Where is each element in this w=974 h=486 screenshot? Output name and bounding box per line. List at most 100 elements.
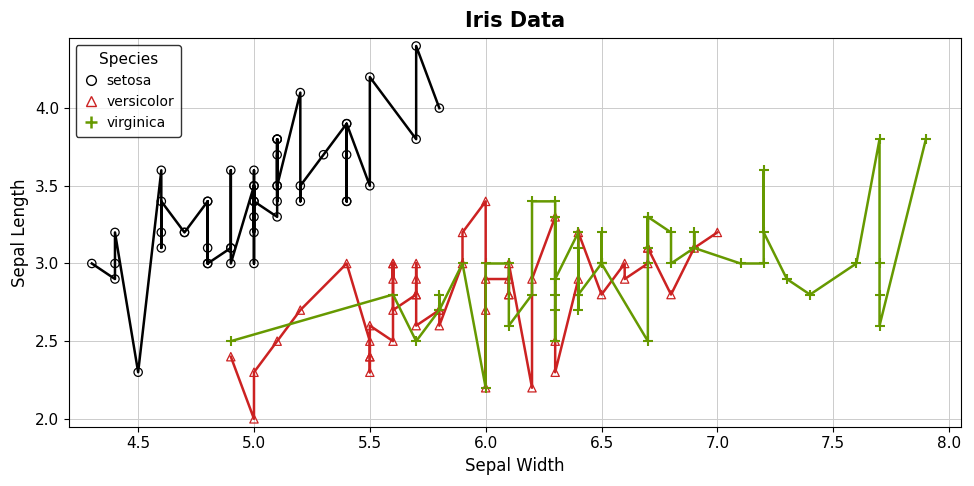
Point — [362, 73, 378, 81]
Point — [223, 260, 239, 267]
Point — [292, 182, 308, 190]
Point — [246, 197, 262, 205]
Point — [362, 337, 378, 345]
Point — [223, 244, 239, 252]
Point — [501, 275, 516, 283]
Point — [339, 260, 355, 267]
Point — [200, 260, 215, 267]
Point — [154, 166, 169, 174]
Point — [663, 260, 679, 267]
Point — [385, 337, 400, 345]
Point — [270, 182, 285, 190]
Point — [339, 120, 355, 127]
Point — [594, 228, 610, 236]
Point — [316, 151, 331, 158]
Point — [107, 228, 123, 236]
Point — [270, 135, 285, 143]
Point — [246, 166, 262, 174]
Point — [270, 151, 285, 158]
Point — [663, 228, 679, 236]
Point — [292, 197, 308, 205]
Point — [408, 291, 424, 298]
Point — [524, 291, 540, 298]
Point — [547, 213, 563, 221]
Point — [571, 228, 586, 236]
Point — [223, 244, 239, 252]
Point — [408, 322, 424, 330]
Point — [640, 244, 656, 252]
Point — [107, 260, 123, 267]
Point — [594, 291, 610, 298]
Point — [478, 384, 494, 392]
Point — [339, 197, 355, 205]
Point — [872, 135, 887, 143]
Point — [246, 368, 262, 376]
Point — [640, 213, 656, 221]
Point — [687, 244, 702, 252]
Point — [524, 275, 540, 283]
Point — [455, 260, 470, 267]
Point — [501, 260, 516, 267]
Point — [339, 120, 355, 127]
Point — [176, 228, 192, 236]
Point — [431, 291, 447, 298]
Point — [408, 260, 424, 267]
Point — [385, 275, 400, 283]
Point — [571, 228, 586, 236]
Point — [571, 291, 586, 298]
Point — [547, 197, 563, 205]
Point — [918, 135, 934, 143]
Point — [223, 353, 239, 361]
Point — [292, 89, 308, 97]
Point — [872, 322, 887, 330]
Point — [385, 260, 400, 267]
Point — [547, 213, 563, 221]
Point — [455, 228, 470, 236]
Legend: setosa, versicolor, virginica: setosa, versicolor, virginica — [76, 45, 181, 137]
Point — [84, 260, 99, 267]
Point — [246, 213, 262, 221]
Point — [270, 337, 285, 345]
Point — [571, 306, 586, 314]
Point — [779, 275, 795, 283]
Point — [710, 228, 726, 236]
Point — [408, 275, 424, 283]
Point — [246, 260, 262, 267]
Point — [501, 291, 516, 298]
Point — [200, 260, 215, 267]
Point — [246, 415, 262, 423]
Point — [408, 337, 424, 345]
Point — [200, 197, 215, 205]
Point — [385, 291, 400, 298]
Point — [455, 260, 470, 267]
Point — [270, 197, 285, 205]
Point — [547, 337, 563, 345]
Point — [246, 182, 262, 190]
Point — [246, 182, 262, 190]
Point — [640, 337, 656, 345]
Title: Iris Data: Iris Data — [465, 11, 565, 31]
Point — [524, 384, 540, 392]
Point — [408, 42, 424, 50]
Point — [687, 244, 702, 252]
Point — [270, 182, 285, 190]
Point — [571, 244, 586, 252]
Point — [362, 368, 378, 376]
Point — [617, 275, 632, 283]
Point — [571, 291, 586, 298]
Point — [501, 322, 516, 330]
Point — [339, 151, 355, 158]
Point — [362, 353, 378, 361]
Point — [478, 260, 494, 267]
Point — [848, 260, 864, 267]
Point — [640, 244, 656, 252]
Point — [803, 291, 818, 298]
Point — [640, 260, 656, 267]
Point — [478, 384, 494, 392]
Point — [408, 291, 424, 298]
Point — [547, 275, 563, 283]
Point — [640, 213, 656, 221]
Point — [756, 166, 771, 174]
Point — [571, 275, 586, 283]
Point — [362, 182, 378, 190]
